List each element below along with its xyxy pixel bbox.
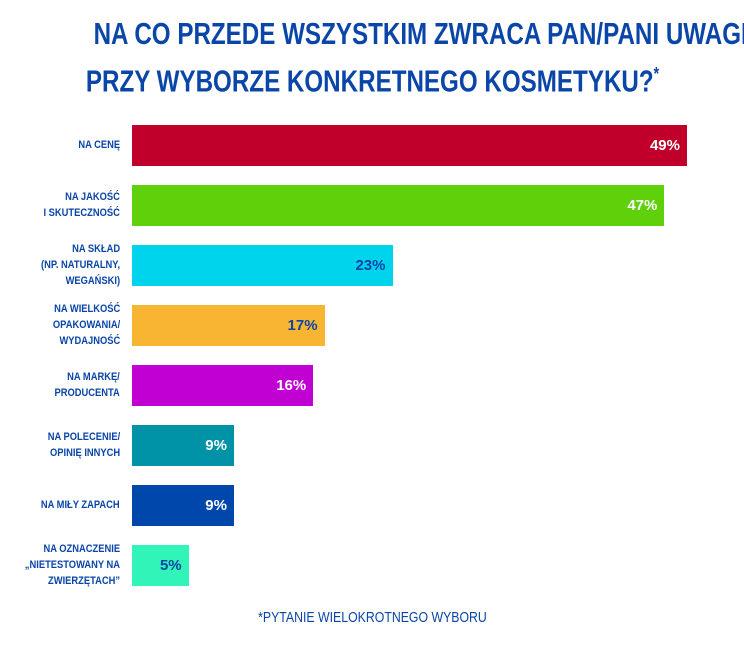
category-label: NA OZNACZENIE „NIETESTOWANY NA ZWIERZĘTA… xyxy=(24,543,120,587)
title-line-2: PRZY WYBORZE KONKRETNEGO KOSMETYKU?* xyxy=(85,63,659,99)
bar: 5% xyxy=(132,545,189,586)
data-label: 9% xyxy=(205,497,227,514)
data-label: 47% xyxy=(627,197,658,214)
category-label: NA POLECENIE/ OPINIĘ INNYCH xyxy=(47,431,120,459)
category-label: NA JAKOŚĆ I SKUTECZNOŚĆ xyxy=(43,191,120,219)
bar: 47% xyxy=(132,185,665,226)
data-label: 17% xyxy=(287,317,318,334)
data-label: 16% xyxy=(276,377,307,394)
data-label: 49% xyxy=(649,137,680,154)
data-label: 5% xyxy=(159,557,182,574)
bar: 9% xyxy=(132,485,234,526)
footnote: *PYTANIE WIELOKROTNEGO WYBORU xyxy=(257,609,487,626)
data-label: 9% xyxy=(205,437,227,454)
category-label: NA MARKĘ/ PRODUCENTA xyxy=(54,371,120,399)
data-label: 23% xyxy=(355,257,386,274)
category-label: NA CENĘ xyxy=(78,139,120,151)
title-line-1: NA CO PRZEDE WSZYSTKIM ZWRACA PAN/PANI U… xyxy=(93,16,744,51)
bar: 16% xyxy=(132,365,314,406)
bar: 23% xyxy=(132,245,393,286)
chart-title: NA CO PRZEDE WSZYSTKIM ZWRACA PAN/PANI U… xyxy=(0,14,744,101)
bar: 17% xyxy=(132,305,325,346)
bar: 9% xyxy=(132,425,234,466)
category-label: NA SKŁAD (NP. NATURALNY, WEGAŃSKI) xyxy=(40,243,120,287)
category-label: NA WIELKOŚĆ OPAKOWANIA/ WYDAJNOŚĆ xyxy=(52,303,120,347)
bar: 49% xyxy=(132,125,687,166)
category-label: NA MIŁY ZAPACH xyxy=(41,499,120,511)
